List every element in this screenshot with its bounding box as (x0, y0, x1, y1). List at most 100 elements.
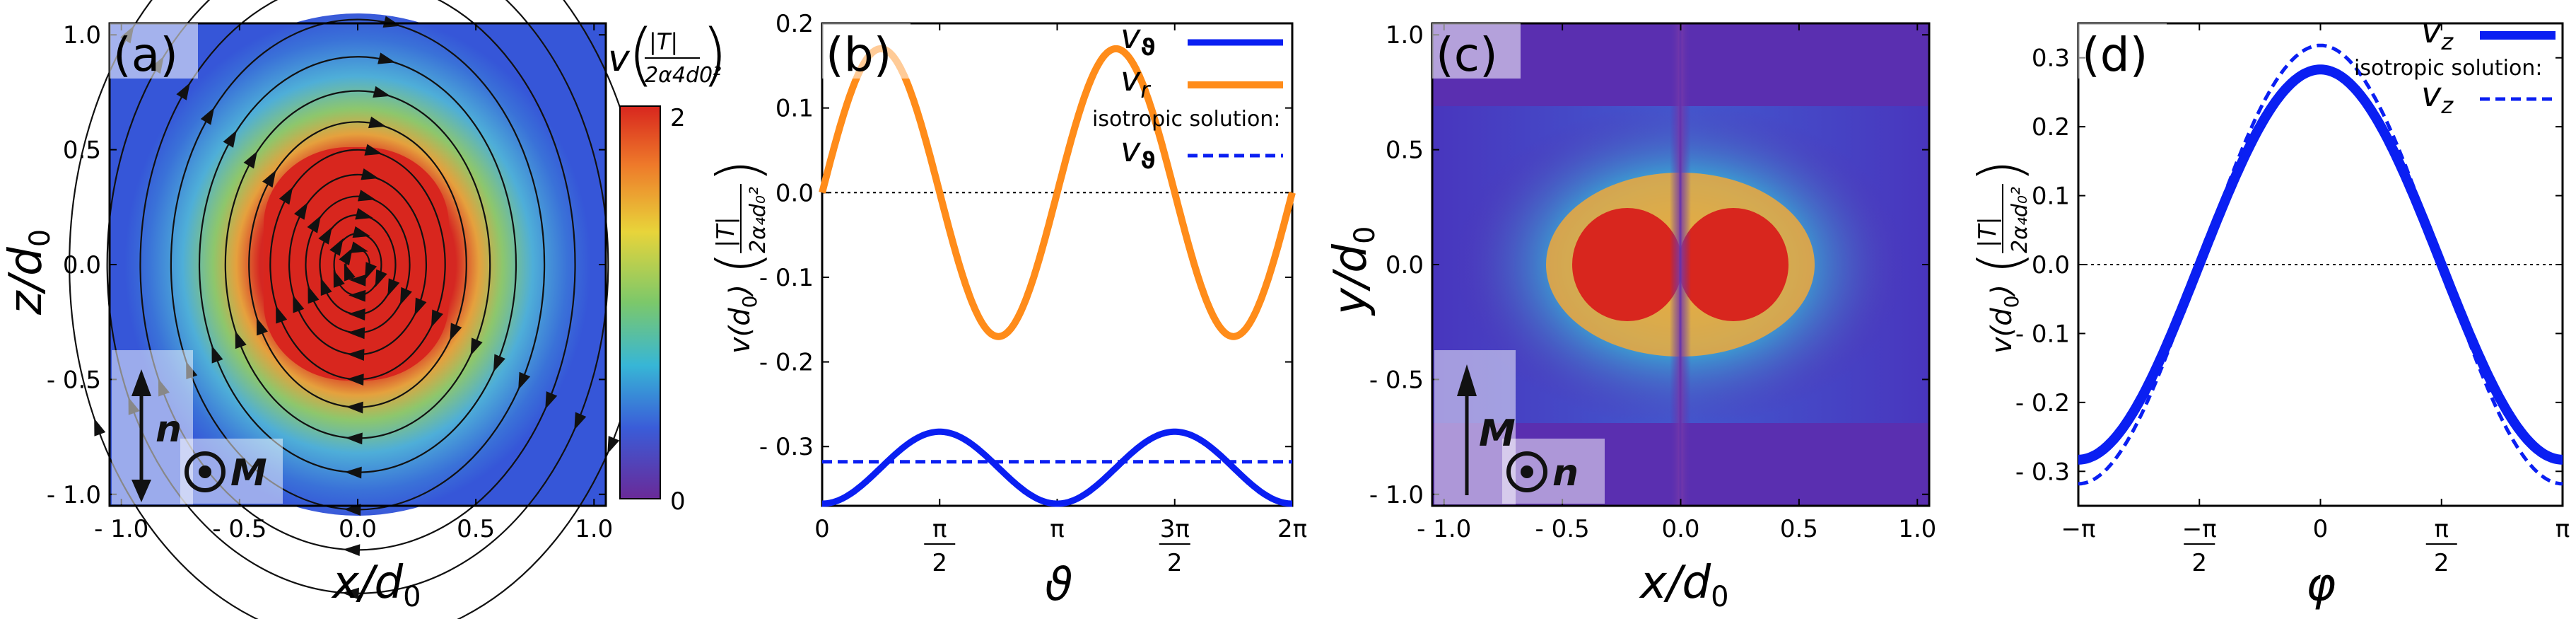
streamline-arrow (350, 241, 368, 253)
streamline-arrow (347, 349, 365, 361)
svg-text:v(d0): v(d0) (1986, 284, 2023, 354)
streamline-arrow (518, 371, 531, 391)
streamline-arrow (343, 544, 361, 557)
svg-text:): ) (704, 159, 773, 183)
svg-text:|T|: |T| (1974, 216, 2002, 248)
x-tick-label: π (2555, 515, 2570, 543)
streamline-arrow (176, 82, 190, 100)
panel-a-label-box (110, 23, 198, 79)
panel-d-xlabel: φ (2306, 559, 2336, 611)
n-arrow-up-head (131, 369, 151, 396)
streamline-arrow (293, 295, 305, 313)
streamline-arrow (344, 263, 356, 282)
streamline-arrow (341, 587, 359, 600)
streamline-arrow (431, 309, 443, 328)
y-tick-label: 0.1 (775, 95, 814, 123)
streamline-arrow (375, 269, 387, 288)
panel-b-label: (b) (826, 28, 891, 82)
panel-d: −π −π 2 0 π 2 π 0.3 0.2 0.1 0.0 - 0.1 - 0.2 - 0.3 (d)… (1966, 11, 2570, 611)
panel-c-inset-box-2 (1502, 439, 1605, 504)
y-tick-label: - 0.5 (47, 366, 101, 394)
panel-a-inset-box-2 (180, 439, 283, 504)
svg-text:|T|: |T| (649, 28, 678, 55)
streamline-arrow (355, 208, 373, 220)
panel-c-label: (c) (1436, 28, 1498, 82)
streamline-arrow (346, 401, 363, 414)
y-tick-label: 0.0 (775, 179, 814, 207)
panel-a-label: (a) (113, 28, 178, 82)
streamline-arrow (256, 317, 268, 336)
panel-d-series-isotropic (2078, 43, 2563, 486)
y-tick-label: 0.3 (2032, 45, 2070, 73)
x-tick-label: 3π (1160, 515, 1190, 543)
streamline-arrow (358, 190, 376, 202)
streamline-arrow (345, 432, 363, 445)
panel-c-inset-box (1434, 350, 1516, 504)
y-tick-label: 0.5 (63, 137, 101, 165)
panel-d-ticks: −π −π 2 0 π 2 π 0.3 0.2 0.1 0.0 - 0.1 - 0.2 - 0.3 (2015, 23, 2570, 577)
panel-a-dot-symbol (185, 451, 226, 492)
streamline-arrow (333, 270, 345, 288)
x-tick-label: 0.0 (339, 515, 377, 543)
svg-text:2α₄d₀²: 2α₄d₀² (2008, 187, 2032, 253)
streamline-arrow (223, 129, 237, 148)
panel-d-series-vz (2078, 64, 2563, 465)
y-tick-label: 0.2 (775, 10, 814, 38)
svg-text:): ) (701, 15, 727, 94)
x-tick-label: 0 (2313, 515, 2329, 543)
legend-b-entry-1: vϑ (1120, 17, 1156, 61)
x-tick-label-den: 2 (932, 549, 947, 577)
streamline-arrow (377, 52, 396, 64)
x-tick-label: π (932, 515, 947, 543)
colorbar-title: v ( |T| 2α4d0² ) (608, 15, 727, 94)
streamline-arrow (320, 277, 332, 296)
panel-b-series-vtheta (822, 428, 1292, 507)
panel-c-dot-center (1521, 465, 1533, 478)
panel-a-streamlines (69, 0, 647, 619)
panel-c-lobe-right (1678, 208, 1788, 321)
streamline-arrow (387, 278, 400, 296)
y-tick-label: 0.0 (1386, 251, 1424, 279)
y-tick-label: 0.0 (2032, 251, 2070, 279)
panel-b-legend: vϑ vr isotropic solution: vϑ (1092, 17, 1283, 174)
streamline-arrow (361, 168, 379, 180)
x-tick-label: 0 (814, 515, 830, 543)
y-tick-label: - 0.2 (759, 349, 814, 377)
svg-text:2α4d0²: 2α4d0² (645, 63, 721, 88)
y-tick-label: 0.0 (63, 251, 101, 279)
x-tick-label: π (1050, 515, 1064, 543)
svg-text:v: v (608, 37, 631, 80)
y-tick-label: - 1.0 (1369, 481, 1424, 509)
legend-b-entry-2: vr (1120, 59, 1151, 103)
streamline-arrow (352, 226, 370, 238)
y-tick-label: - 0.1 (759, 264, 814, 292)
colorbar-max-label: 2 (670, 104, 686, 132)
streamline-arrow (344, 466, 362, 479)
streamline-arrow (262, 170, 276, 188)
streamline-arrow (414, 297, 427, 316)
streamline-arrow (364, 144, 382, 156)
panel-c-xlabel: x/d0 (1639, 557, 1729, 613)
streamline-arrow (368, 116, 387, 129)
x-tick-label: - 1.0 (94, 515, 148, 543)
panel-a-ticks: - 1.0 - 0.5 0.0 0.5 1.0 - 1.0 - 0.5 0.0 0.5 1.0 (47, 21, 613, 543)
streamline-arrow (373, 86, 391, 98)
y-tick-label: - 0.3 (759, 433, 814, 461)
streamline-arrow (308, 285, 320, 304)
legend-b-entry-3: vϑ (1120, 130, 1156, 174)
streamline-arrow (293, 202, 308, 220)
streamline-arrow (346, 374, 364, 386)
panel-a-m-label: M (230, 452, 267, 494)
y-tick-label: 1.0 (63, 21, 101, 50)
svg-text:2α₄d₀²: 2α₄d₀² (746, 187, 771, 253)
panel-b-ylabel: v(d0) ( |T| 2α₄d₀² ) (704, 159, 773, 354)
streamline-arrow (243, 151, 258, 169)
streamline-arrow (365, 262, 377, 280)
streamline-arrow (329, 238, 344, 256)
streamline-arrow (607, 436, 620, 454)
panel-d-label-box (2078, 23, 2167, 79)
x-tick-label: 0.5 (1780, 515, 1818, 543)
panel-a-xlabel: x/d0 (331, 557, 421, 613)
panel-b-frame (821, 22, 1294, 507)
